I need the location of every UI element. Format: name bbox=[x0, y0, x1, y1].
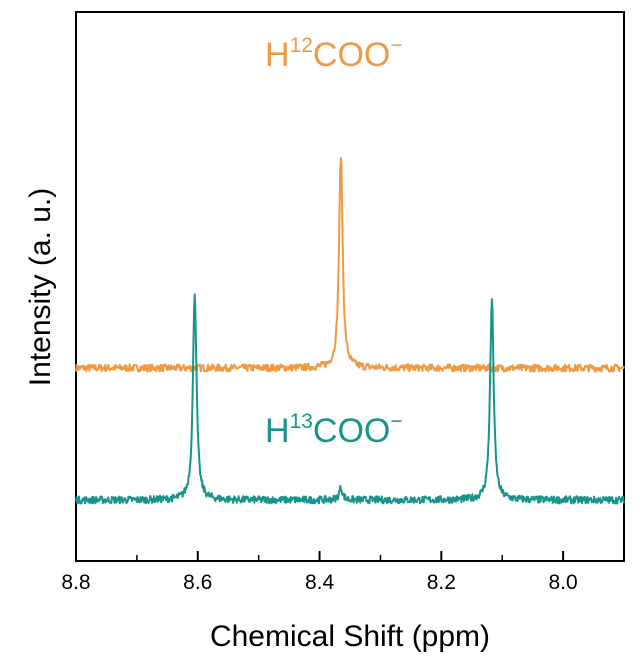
y-axis-title: Intensity (a. u.) bbox=[24, 188, 57, 386]
series-label-h13coo-main: H bbox=[265, 412, 290, 450]
x-tick-label: 8.8 bbox=[61, 571, 90, 594]
x-tick-label: 8.0 bbox=[549, 571, 578, 594]
series-lines bbox=[75, 156, 625, 505]
series-label-h12coo: H12COO− bbox=[265, 34, 403, 74]
x-tick-label: 8.4 bbox=[305, 571, 335, 594]
series-label-h13coo: H13COO− bbox=[265, 410, 403, 450]
plot-frame bbox=[75, 11, 625, 562]
series-label-h12coo-charge: − bbox=[390, 34, 402, 57]
x-tick-label: 8.2 bbox=[427, 571, 456, 594]
x-axis-title: Chemical Shift (ppm) bbox=[210, 620, 490, 653]
series-label-h12coo-sup: 12 bbox=[290, 34, 313, 57]
x-axis-ticks: 8.8 8.6 8.4 8.2 8.0 bbox=[61, 551, 625, 594]
spectrum-line-h12coo bbox=[75, 156, 625, 373]
series-label-h13coo-rest: COO bbox=[313, 412, 390, 450]
series-label-h12coo-main: H bbox=[265, 36, 290, 74]
spectrum-line-h13coo bbox=[75, 293, 625, 505]
series-label-h13coo-charge: − bbox=[390, 410, 402, 433]
x-tick-label: 8.6 bbox=[183, 571, 212, 594]
series-label-h12coo-rest: COO bbox=[313, 36, 390, 74]
series-label-h13coo-sup: 13 bbox=[290, 410, 313, 433]
